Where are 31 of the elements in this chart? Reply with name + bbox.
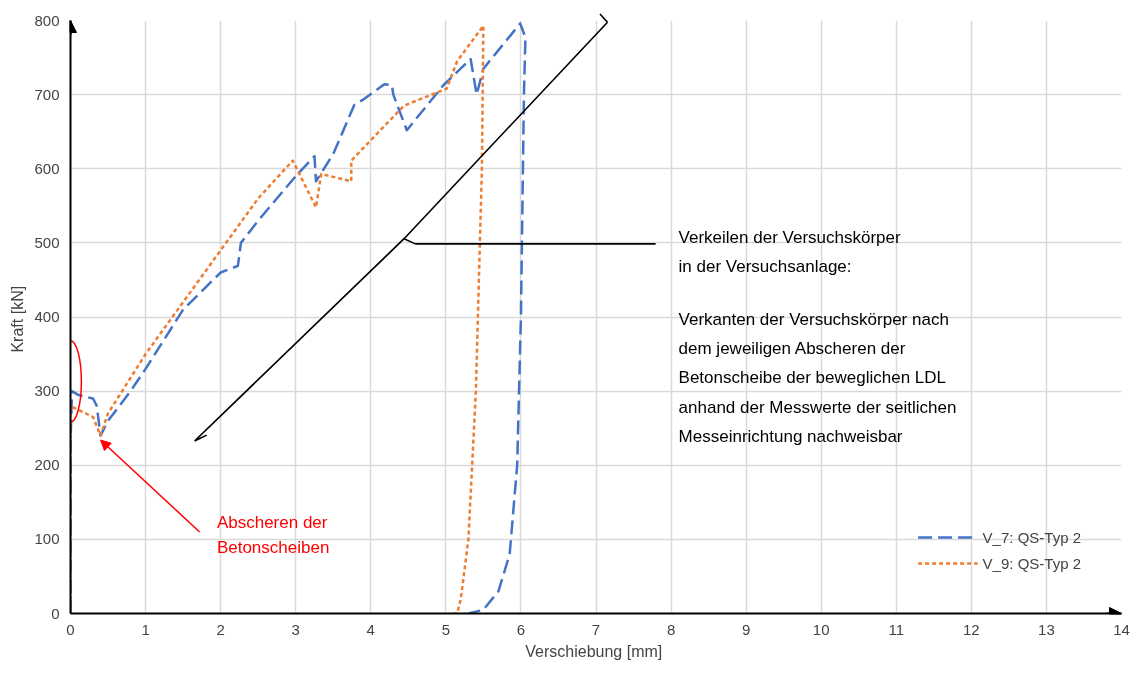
x-tick-label: 7	[591, 620, 601, 638]
y-tick-label: 300	[34, 382, 60, 400]
x-tick-label: 11	[888, 620, 905, 638]
y-tick-label: 600	[34, 159, 60, 177]
x-tick-label: 12	[963, 620, 980, 638]
x-tick-label: 1	[141, 620, 150, 638]
y-tick-label: 700	[34, 85, 60, 103]
x-tick-label: 14	[1113, 620, 1130, 638]
y-tick-label: 400	[34, 308, 60, 325]
x-tick-label: 3	[291, 620, 300, 638]
y-axis-title: Kraft [kN]	[9, 285, 27, 353]
y-tick-label: 100	[34, 530, 60, 548]
x-tick-label: 5	[441, 620, 451, 638]
x-tick-label: 13	[1038, 620, 1055, 638]
annotation: Abscheren der Betonscheiben	[216, 513, 330, 558]
x-axis-title: Verschiebung [mm]	[525, 642, 663, 660]
x-tick-label: 9	[741, 620, 751, 638]
y-tick-label: 0	[51, 604, 60, 622]
legend-label: V_7: QS-Typ 2	[982, 528, 1081, 546]
x-tick-label: 8	[666, 620, 676, 638]
x-tick-label: 4	[366, 620, 375, 638]
x-tick-label: 2	[216, 620, 225, 638]
y-tick-label: 200	[34, 456, 60, 474]
y-tick-label: 800	[34, 11, 60, 29]
x-tick-label: 0	[66, 620, 75, 638]
annotation: Verkanten der Versuchskörper nach dem jeweiligen Abscheren der Betonscheibe der beweglichen LDL anhand der Messwerte der seitlichen Messeinrichtung nachweisbar	[678, 309, 957, 447]
y-tick-label: 500	[34, 233, 60, 251]
legend-label: V_9: QS-Typ 2	[982, 554, 1081, 572]
x-tick-label: 6	[516, 620, 526, 638]
x-tick-label: 10	[812, 620, 830, 638]
annotation: Verkeilen der Versuchskörper in der Versuchsanlage:	[678, 228, 901, 277]
